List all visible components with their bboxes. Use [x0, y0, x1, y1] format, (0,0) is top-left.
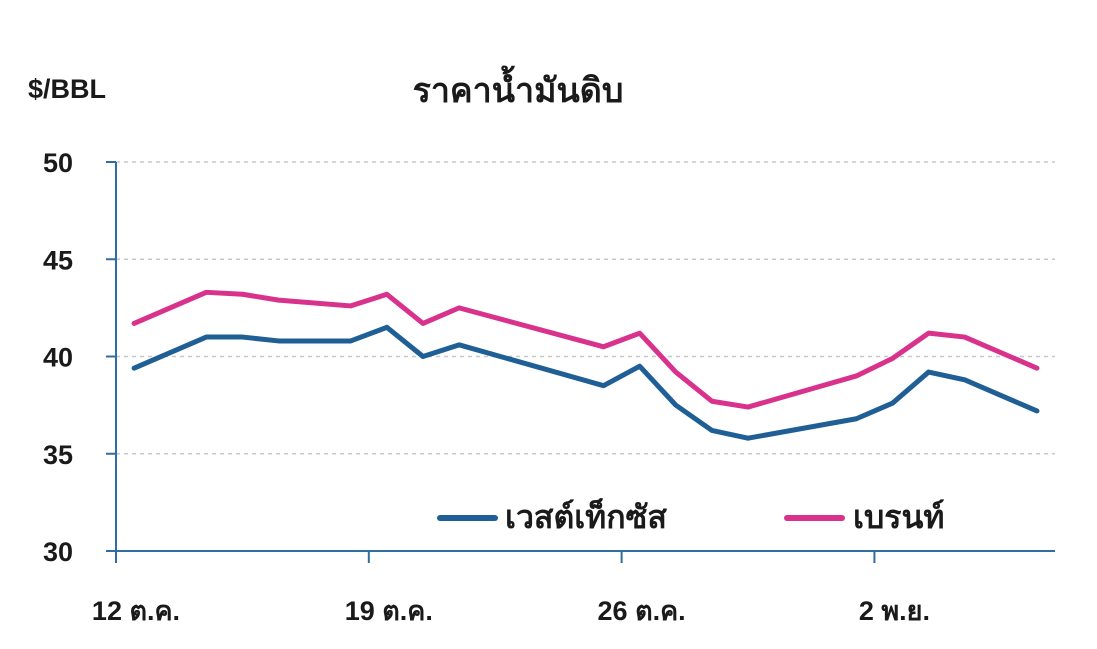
y-tick-label-40: 40: [43, 343, 73, 373]
chart-title: ราคาน้ำมันดิบ: [413, 65, 624, 111]
x-tick-label-2: 26 ต.ค.: [598, 596, 686, 626]
grid-lines: [116, 161, 1055, 455]
y-axis-unit-label: $/BBL: [28, 74, 106, 104]
legend-label-0: เวสต์เท็กซัส: [505, 497, 667, 536]
y-tick-label-50: 50: [43, 148, 73, 178]
y-axis-ticks: 30 35 40 45 50: [43, 148, 116, 567]
y-tick-label-45: 45: [43, 245, 73, 275]
legend-label-1: เบรนท์: [853, 498, 944, 536]
y-tick-label-30: 30: [43, 537, 73, 567]
x-tick-label-1: 19 ต.ค.: [345, 596, 433, 626]
series-line-1: [131, 289, 1040, 410]
x-axis-ticks: 12 ต.ค. 19 ต.ค. 26 ต.ค. 2 พ.ย.: [92, 551, 930, 626]
legend: เวสต์เท็กซัส เบรนท์: [437, 497, 944, 536]
series-lines: [131, 289, 1040, 441]
y-tick-label-35: 35: [43, 440, 73, 470]
series-line-0: [131, 324, 1040, 441]
x-tick-label-3: 2 พ.ย.: [859, 596, 930, 626]
x-tick-label-0: 12 ต.ค.: [92, 596, 180, 626]
